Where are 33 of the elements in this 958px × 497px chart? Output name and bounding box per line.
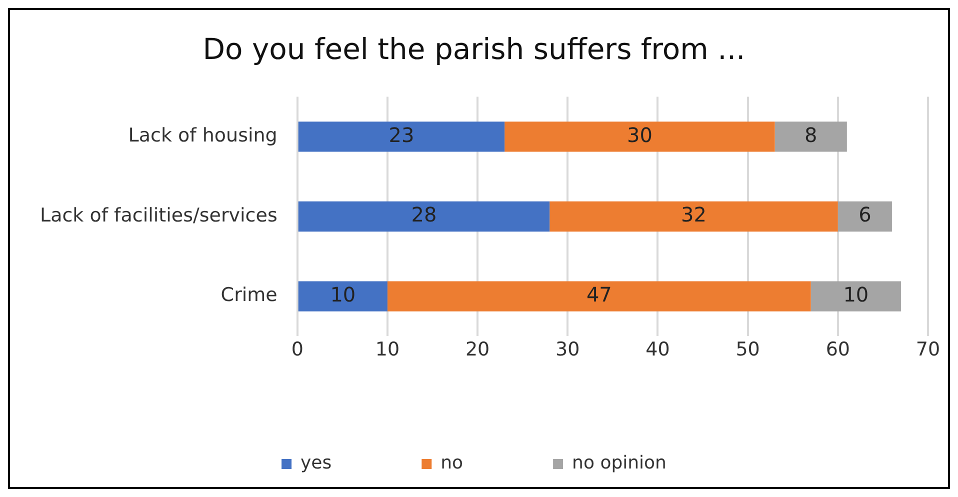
data-label: 10 xyxy=(330,282,356,307)
legend-label: no xyxy=(440,452,464,474)
x-tick-label: 60 xyxy=(826,338,850,361)
data-label: 30 xyxy=(626,122,652,147)
x-tick-label: 40 xyxy=(646,338,670,361)
data-label: 28 xyxy=(411,202,437,227)
data-label: 10 xyxy=(843,282,869,307)
data-label: 32 xyxy=(681,202,706,227)
y-tick-label: Lack of housing xyxy=(128,124,278,147)
bar xyxy=(298,122,505,152)
data-label: 47 xyxy=(586,282,612,307)
legend-label: yes xyxy=(300,452,332,474)
bar xyxy=(774,122,847,152)
bar xyxy=(838,201,892,232)
y-tick-label: Crime xyxy=(220,284,278,306)
chart-title: Do you feel the parish suffers from ... xyxy=(202,32,746,66)
x-tick-label: 20 xyxy=(465,338,490,361)
x-tick-label: 70 xyxy=(916,338,940,361)
bar xyxy=(387,281,811,312)
x-tick-label: 50 xyxy=(736,338,760,361)
data-label: 23 xyxy=(388,122,414,147)
data-label: 8 xyxy=(804,122,818,147)
bar xyxy=(298,201,550,232)
x-tick-label: 10 xyxy=(375,338,400,361)
data-label: 6 xyxy=(858,202,872,227)
x-tick-label: 0 xyxy=(291,338,304,361)
bar xyxy=(810,281,901,312)
bar xyxy=(298,281,388,312)
y-tick-label: Lack of facilities/services xyxy=(40,204,278,226)
bar xyxy=(550,201,838,232)
x-tick-label: 30 xyxy=(556,338,580,361)
bar xyxy=(504,122,775,152)
legend-label: no opinion xyxy=(572,452,666,474)
